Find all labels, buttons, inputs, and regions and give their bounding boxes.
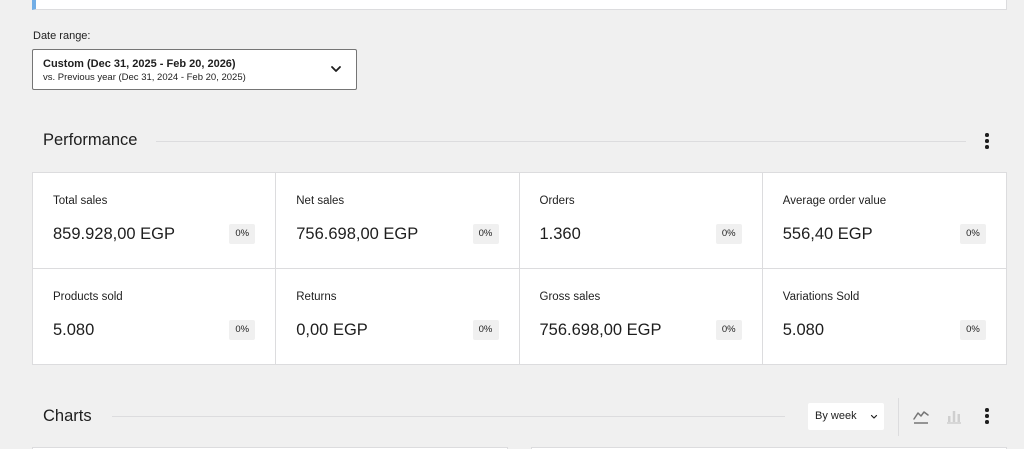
tile-label: Products sold: [53, 290, 123, 303]
tile-label: Gross sales: [539, 290, 601, 303]
date-range-primary-text: Custom (Dec 31, 2025 - Feb 20, 2026): [43, 58, 236, 70]
toolbar-divider: [898, 398, 899, 436]
tile-label: Net sales: [296, 195, 345, 207]
tile-value: 1.360: [539, 225, 581, 243]
performance-tile-net-sales[interactable]: Net sales 756.698,00 EGP 0%: [276, 173, 520, 269]
chart-panel: [32, 447, 508, 449]
performance-more-icon[interactable]: [977, 129, 997, 153]
performance-tile-orders[interactable]: Orders 1.360 0%: [519, 173, 763, 269]
delta-badge: 0%: [229, 319, 256, 340]
delta-badge: 0%: [715, 319, 742, 340]
performance-tile-average-order-value[interactable]: Average order value 556,40 EGP 0%: [762, 173, 1006, 269]
performance-tile-returns[interactable]: Returns 0,00 EGP 0%: [276, 268, 520, 364]
performance-tile-total-sales[interactable]: Total sales 859.928,00 EGP 0%: [33, 173, 277, 269]
delta-badge: 0%: [960, 224, 986, 244]
delta-badge: 0%: [472, 224, 499, 244]
delta-badge: 0%: [229, 224, 256, 244]
performance-grid: Total sales 859.928,00 EGP 0% Net sales …: [32, 172, 1007, 365]
chevron-down-icon: [331, 66, 341, 72]
charts-divider: [112, 416, 785, 417]
tile-value: 0,00 EGP: [296, 320, 368, 339]
delta-badge: 0%: [960, 319, 986, 340]
performance-tile-products-sold[interactable]: Products sold 5.080 0%: [33, 268, 277, 364]
tile-label: Orders: [539, 195, 575, 207]
interval-select[interactable]: By week: [808, 403, 884, 430]
tile-value: 756.698,00 EGP: [296, 225, 419, 243]
date-range-comparison-text: vs. Previous year (Dec 31, 2024 - Feb 20…: [43, 72, 246, 83]
tile-value: 859.928,00 EGP: [53, 225, 176, 243]
performance-title: Performance: [43, 131, 138, 149]
delta-badge: 0%: [715, 224, 742, 244]
chart-panel: [531, 447, 1007, 449]
more-vertical-icon[interactable]: [977, 404, 997, 428]
tile-value: 756.698,00 EGP: [539, 320, 662, 339]
tile-value: 556,40 EGP: [782, 225, 873, 243]
tile-label: Total sales: [53, 195, 108, 207]
tile-value: 5.080: [782, 320, 825, 339]
charts-title: Charts: [43, 407, 92, 425]
tile-label: Variations Sold: [782, 290, 860, 303]
performance-tile-variations-sold[interactable]: Variations Sold 5.080 0%: [763, 269, 1006, 365]
interval-select-value: By week: [815, 410, 857, 422]
chevron-down-icon: [870, 414, 878, 419]
tile-label: Returns: [296, 290, 337, 303]
tile-label: Average order value: [782, 195, 887, 207]
line-chart-icon[interactable]: [912, 407, 930, 425]
date-range-label: Date range:: [33, 30, 91, 42]
delta-badge: 0%: [472, 319, 499, 340]
performance-divider: [156, 141, 966, 142]
notice-box: [32, 0, 1007, 10]
date-range-picker[interactable]: Custom (Dec 31, 2025 - Feb 20, 2026) vs.…: [32, 49, 357, 90]
tile-value: 5.080: [53, 320, 95, 339]
bar-chart-icon[interactable]: [945, 407, 963, 425]
performance-tile-gross-sales[interactable]: Gross sales 756.698,00 EGP 0%: [520, 268, 763, 364]
